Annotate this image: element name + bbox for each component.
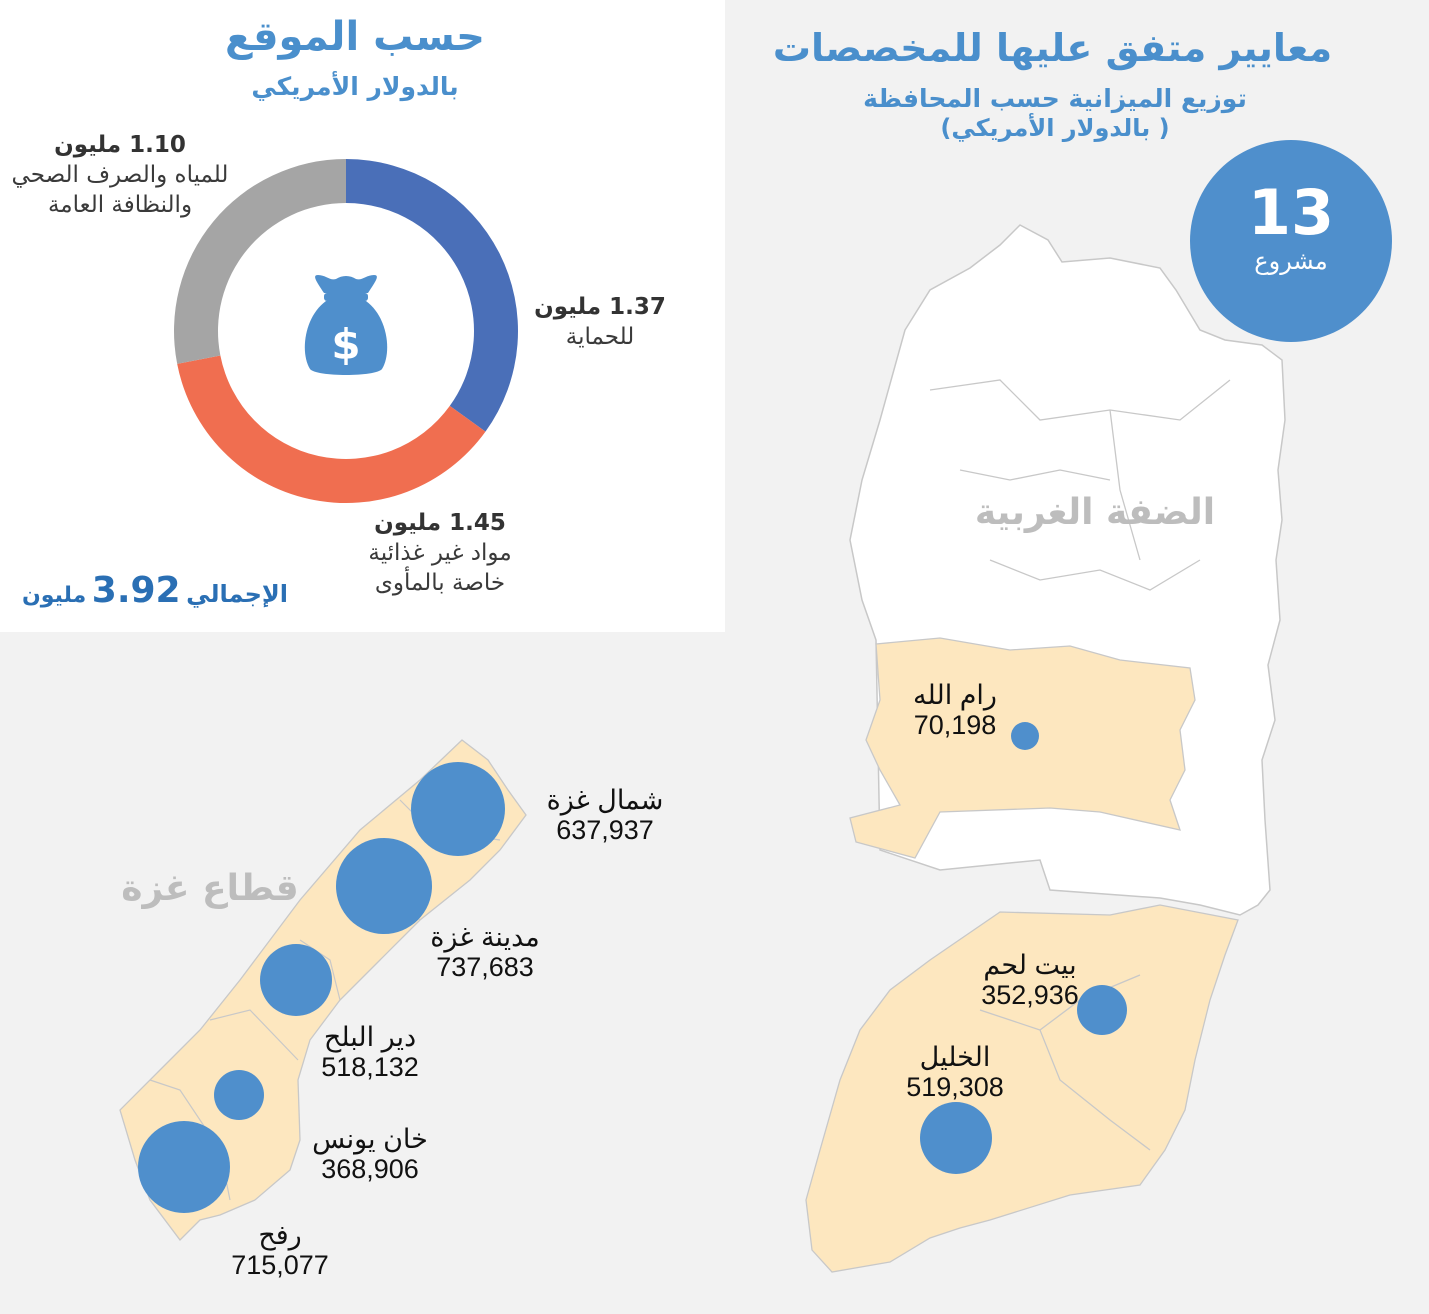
governorate-label-north-gaza: شمال غزة 637,937	[530, 785, 680, 845]
bubble-deir-al-balah	[260, 944, 332, 1016]
segment-text: خاصة بالمأوى	[374, 570, 506, 596]
segment-text: للحماية	[565, 324, 635, 350]
segment-label-wash: 1.10 مليون للمياه والصرف الصحي والنظافة …	[0, 130, 240, 220]
governorate-value: 70,198	[913, 710, 997, 740]
bubble-north-gaza	[411, 762, 505, 856]
segment-amount: 1.10 مليون	[54, 132, 186, 158]
bubble-gaza-city	[336, 838, 432, 934]
money-bag-icon: $	[304, 275, 388, 375]
governorate-label-hebron: الخليل 519,308	[890, 1042, 1020, 1102]
projects-badge: 13 مشروع	[1190, 140, 1392, 342]
total-value: 3.92	[91, 570, 181, 611]
governorate-label-rafah: رفح 715,077	[210, 1220, 350, 1280]
governorate-value: 368,906	[321, 1154, 419, 1184]
governorate-name: شمال غزة	[546, 785, 664, 815]
page-title: معايير متفق عليها للمخصصات	[772, 26, 1333, 70]
total-label: الإجمالي	[186, 580, 288, 608]
governorate-value: 637,937	[556, 815, 654, 845]
donut-segment-wash	[173, 159, 346, 364]
governorate-value: 715,077	[231, 1250, 329, 1280]
bubble-bethlehem	[1077, 985, 1127, 1035]
location-title: حسب الموقع	[225, 14, 485, 60]
page-unit: ( بالدولار الأمريكي)	[940, 114, 1170, 142]
bubble-rafah	[138, 1121, 230, 1213]
segment-label-nfi: 1.45 مليون مواد غير غذائية خاصة بالمأوى	[330, 508, 550, 598]
segment-text: والنظافة العامة	[47, 192, 193, 218]
west-bank-label: الضفة الغربية	[974, 492, 1216, 533]
page-subtitle: توزيع الميزانية حسب المحافظة	[863, 84, 1247, 113]
governorate-value: 737,683	[436, 952, 534, 982]
governorate-value: 518,132	[321, 1052, 419, 1082]
governorate-value: 519,308	[906, 1072, 1004, 1102]
governorate-label-khan-younis: خان يونس 368,906	[295, 1124, 445, 1184]
governorate-name: رفح	[258, 1220, 302, 1250]
governorate-name: بيت لحم	[983, 950, 1077, 980]
total-unit: مليون	[22, 583, 87, 608]
segment-label-protection: 1.37 مليون للحماية	[520, 292, 680, 352]
svg-text:$: $	[331, 320, 360, 369]
governorate-label-gaza-city: مدينة غزة 737,683	[410, 922, 560, 982]
gaza-label: قطاع غزة	[121, 868, 299, 909]
donut-chart: $	[173, 159, 518, 503]
bubble-hebron	[920, 1102, 992, 1174]
governorate-name: دير البلح	[323, 1022, 417, 1052]
governorate-label-ramallah: رام الله 70,198	[890, 680, 1020, 740]
bubble-ramallah	[1011, 722, 1039, 750]
south-west-bank	[805, 904, 1239, 1273]
governorate-name: رام الله	[913, 680, 997, 710]
location-subtitle: بالدولار الأمريكي	[251, 72, 459, 101]
donut-segment-protection	[346, 159, 518, 432]
total-line: الإجمالي 3.92 مليون	[10, 570, 300, 611]
projects-count: 13	[1247, 176, 1335, 249]
bubble-khan-younis	[214, 1070, 264, 1120]
segment-amount: 1.37 مليون	[534, 294, 666, 320]
governorate-name: الخليل	[919, 1042, 991, 1072]
governorate-label-bethlehem: بيت لحم 352,936	[960, 950, 1100, 1010]
governorate-label-deir-al-balah: دير البلح 518,132	[300, 1022, 440, 1082]
projects-label: مشروع	[1254, 247, 1328, 275]
segment-amount: 1.45 مليون	[374, 510, 506, 536]
governorate-name: مدينة غزة	[430, 922, 540, 952]
governorate-value: 352,936	[981, 980, 1079, 1010]
segment-text: مواد غير غذائية	[368, 540, 512, 566]
donut-segment-nfi	[177, 355, 486, 503]
governorate-name: خان يونس	[312, 1124, 428, 1154]
segment-text: للمياه والصرف الصحي	[11, 162, 229, 188]
